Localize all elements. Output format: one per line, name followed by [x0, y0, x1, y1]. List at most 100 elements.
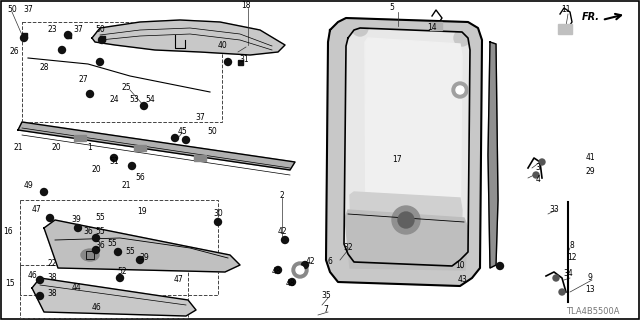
Text: 46: 46	[91, 303, 101, 313]
Text: 21: 21	[13, 143, 23, 153]
Text: 12: 12	[567, 253, 577, 262]
Text: 38: 38	[47, 274, 57, 283]
Text: 15: 15	[5, 279, 15, 289]
Polygon shape	[488, 42, 498, 268]
Text: 19: 19	[137, 207, 147, 217]
Text: 51: 51	[109, 157, 119, 166]
Text: 18: 18	[241, 1, 251, 10]
Polygon shape	[92, 20, 285, 55]
Text: 22: 22	[47, 260, 57, 268]
Circle shape	[296, 266, 304, 274]
Bar	[22, 22, 222, 122]
Text: 50: 50	[95, 26, 105, 35]
Circle shape	[86, 91, 93, 98]
Circle shape	[36, 276, 44, 284]
Text: 47: 47	[173, 276, 183, 284]
Circle shape	[301, 261, 308, 268]
Polygon shape	[18, 122, 295, 170]
Text: 55: 55	[95, 213, 105, 222]
Text: 16: 16	[3, 228, 13, 236]
Text: 42: 42	[305, 258, 315, 267]
Circle shape	[182, 137, 189, 143]
Text: TLA4B5500A: TLA4B5500A	[566, 308, 620, 316]
Text: 1: 1	[88, 143, 92, 153]
Text: 21: 21	[121, 181, 131, 190]
Circle shape	[93, 235, 99, 242]
Text: 44: 44	[71, 284, 81, 292]
Circle shape	[292, 262, 308, 278]
Text: 39: 39	[71, 215, 81, 225]
Circle shape	[282, 236, 289, 244]
Text: 46: 46	[27, 271, 37, 281]
Circle shape	[553, 275, 559, 281]
Circle shape	[533, 172, 539, 178]
Circle shape	[65, 31, 72, 38]
Text: 32: 32	[343, 244, 353, 252]
Text: 53: 53	[129, 95, 139, 105]
Circle shape	[116, 275, 124, 282]
Polygon shape	[326, 18, 482, 286]
Text: 54: 54	[145, 95, 155, 105]
Circle shape	[225, 59, 232, 66]
Text: 52: 52	[117, 268, 127, 276]
Text: 14: 14	[427, 23, 437, 33]
Text: 33: 33	[549, 205, 559, 214]
Circle shape	[497, 262, 504, 269]
Circle shape	[129, 163, 136, 170]
Text: 48: 48	[271, 268, 281, 276]
Bar	[20, 265, 188, 318]
Circle shape	[111, 155, 118, 162]
Bar	[99, 36, 104, 41]
Text: 35: 35	[321, 292, 331, 300]
Text: 3: 3	[536, 164, 540, 172]
Text: 55: 55	[125, 247, 135, 257]
Circle shape	[559, 289, 565, 295]
Text: 20: 20	[51, 143, 61, 153]
Text: 20: 20	[91, 165, 101, 174]
Circle shape	[47, 214, 54, 221]
Text: 9: 9	[588, 274, 593, 283]
Text: 4: 4	[536, 175, 540, 185]
Text: 50: 50	[207, 127, 217, 137]
Text: 13: 13	[585, 285, 595, 294]
Text: 25: 25	[121, 84, 131, 92]
Circle shape	[444, 258, 460, 274]
Circle shape	[398, 212, 414, 228]
Circle shape	[74, 225, 81, 231]
Circle shape	[40, 188, 47, 196]
Polygon shape	[44, 220, 240, 272]
Text: 56: 56	[135, 173, 145, 182]
Text: 37: 37	[23, 5, 33, 14]
Bar	[558, 24, 572, 34]
Text: 26: 26	[9, 47, 19, 57]
Bar	[65, 33, 70, 37]
Text: 40: 40	[217, 41, 227, 50]
Circle shape	[460, 244, 476, 260]
Text: 42: 42	[277, 228, 287, 236]
Text: 43: 43	[457, 276, 467, 284]
Bar	[22, 33, 26, 37]
Circle shape	[36, 292, 44, 300]
Text: 10: 10	[455, 261, 465, 270]
Text: 27: 27	[78, 76, 88, 84]
Text: 29: 29	[585, 167, 595, 177]
Circle shape	[115, 249, 122, 255]
Circle shape	[172, 134, 179, 141]
Bar	[134, 145, 146, 151]
Text: FR.: FR.	[582, 12, 600, 22]
Text: 48: 48	[285, 279, 295, 289]
Text: 47: 47	[31, 205, 41, 214]
Text: 50: 50	[7, 5, 17, 14]
Text: 23: 23	[47, 26, 57, 35]
Polygon shape	[344, 28, 470, 266]
Text: 37: 37	[195, 114, 205, 123]
Bar	[74, 135, 86, 141]
Circle shape	[214, 219, 221, 226]
Text: 5: 5	[390, 4, 394, 12]
Text: 6: 6	[328, 258, 332, 267]
Text: 49: 49	[23, 181, 33, 190]
Bar	[237, 60, 243, 65]
Text: 55: 55	[107, 239, 117, 249]
Text: 11: 11	[561, 5, 571, 14]
Circle shape	[20, 35, 28, 42]
